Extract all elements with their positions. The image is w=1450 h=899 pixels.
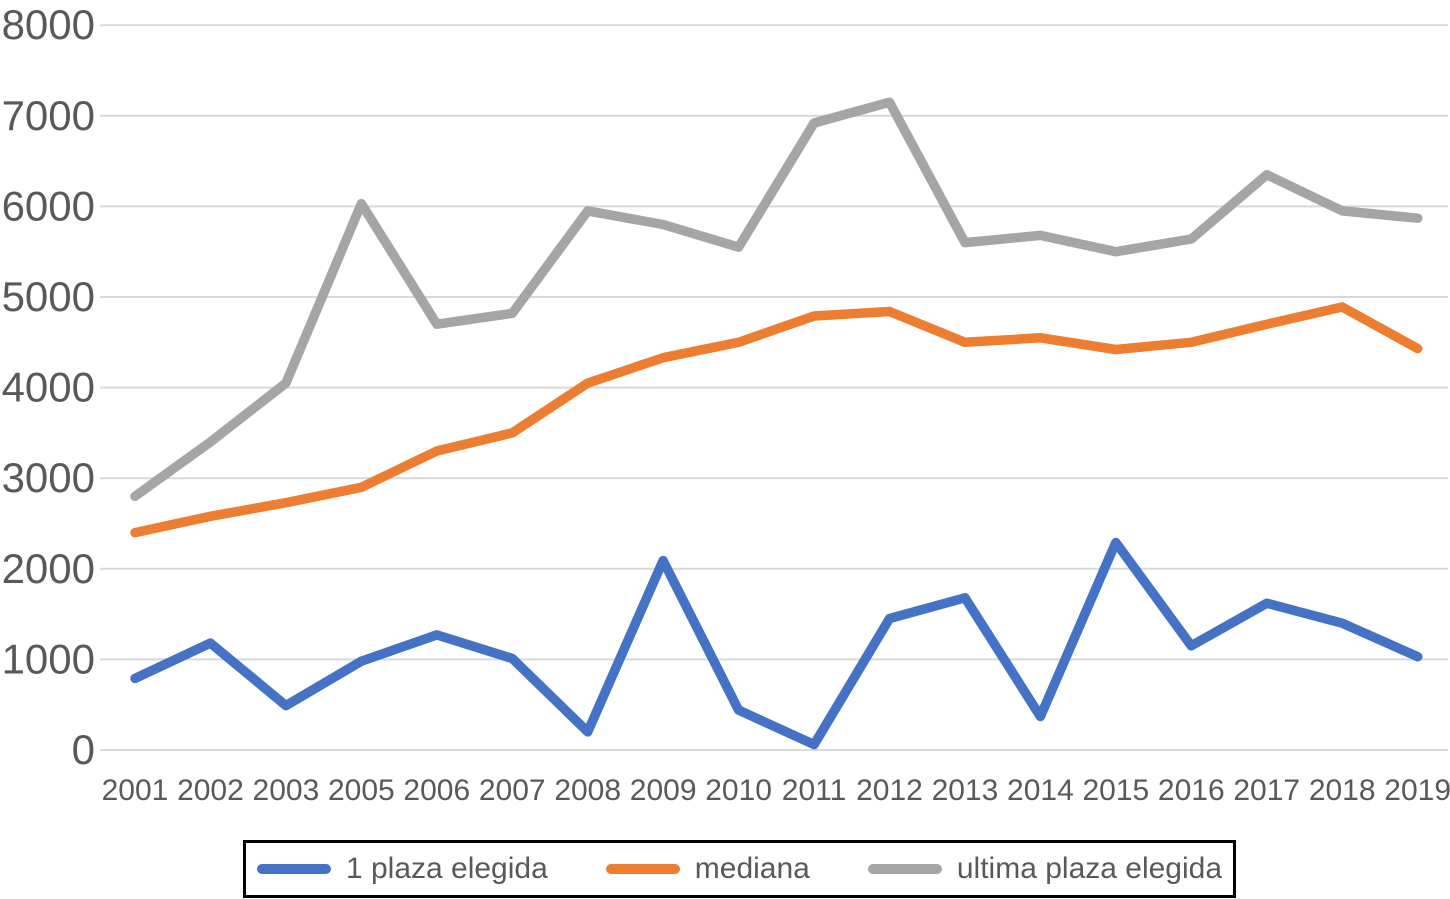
y-tick-label: 7000 [2, 92, 95, 139]
y-tick-label: 1000 [2, 635, 95, 682]
x-tick-label: 2002 [177, 774, 244, 807]
legend-swatch-icon [867, 864, 942, 874]
legend-label: mediana [694, 852, 810, 885]
series-line-mediana [130, 302, 1423, 538]
series-line-1-plaza-elegida [130, 537, 1423, 750]
x-tick-label: 2018 [1309, 774, 1376, 807]
x-tick-label: 2013 [932, 774, 999, 807]
x-tick-label: 2009 [630, 774, 697, 807]
x-tick-label: 2006 [403, 774, 470, 807]
legend-swatch-icon [605, 864, 680, 874]
x-tick-label: 2019 [1384, 774, 1450, 807]
x-tick-label: 2008 [554, 774, 621, 807]
legend: 1 plaza elegida mediana ultima plaza elegi… [243, 840, 1236, 898]
x-tick-label: 2015 [1082, 774, 1149, 807]
legend-entry-1-plaza-elegida: 1 plaza elegida [256, 852, 548, 886]
x-tick-label: 2014 [1007, 774, 1074, 807]
y-tick-label: 5000 [2, 273, 95, 320]
legend-entry-ultima-plaza-elegida: ultima plaza elegida [867, 852, 1223, 886]
x-tick-label: 2017 [1233, 774, 1300, 807]
series-line-ultima-plaza-elegida [130, 97, 1423, 502]
x-tick-label: 2005 [328, 774, 395, 807]
legend-label: ultima plaza elegida [956, 852, 1223, 885]
y-tick-label: 4000 [2, 364, 95, 411]
x-tick-label: 2012 [856, 774, 923, 807]
y-tick-label: 8000 [2, 1, 95, 48]
legend-entry-mediana: mediana [605, 852, 810, 886]
x-tick-label: 2003 [253, 774, 320, 807]
y-tick-label: 6000 [2, 182, 95, 229]
x-tick-label: 2001 [102, 774, 169, 807]
y-tick-label: 2000 [2, 545, 95, 592]
x-tick-label: 2016 [1158, 774, 1225, 807]
x-tick-label: 2007 [479, 774, 546, 807]
x-tick-label: 2011 [782, 774, 847, 807]
y-tick-label: 0 [72, 726, 95, 773]
y-tick-label: 3000 [2, 454, 95, 501]
legend-label: 1 plaza elegida [345, 852, 548, 885]
x-tick-label: 2010 [705, 774, 772, 807]
legend-swatch-icon [256, 864, 331, 874]
